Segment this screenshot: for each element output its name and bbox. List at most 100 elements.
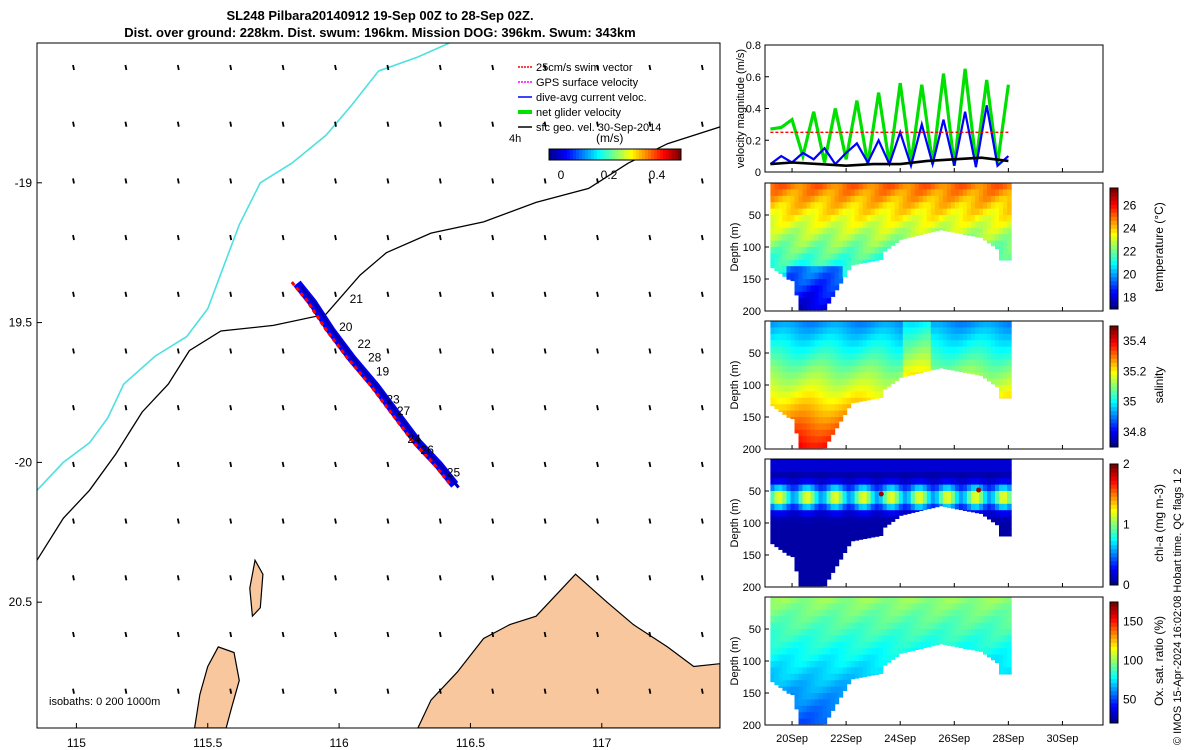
section-cell	[1003, 603, 1008, 611]
section-cell	[846, 503, 852, 511]
geo-velocity-arrow	[648, 631, 652, 638]
section-cell	[971, 183, 976, 190]
section-colorbar-segment	[1110, 442, 1118, 448]
section-cell	[983, 629, 988, 636]
section-cell	[794, 353, 800, 360]
section-cell	[878, 478, 884, 486]
section-cell	[906, 333, 912, 341]
section-cell	[802, 397, 808, 405]
section-cell	[790, 410, 796, 418]
section-cell	[814, 510, 820, 518]
section-cell	[991, 378, 996, 385]
section-cell	[810, 340, 816, 348]
section-cell	[810, 359, 816, 367]
section-cell	[870, 391, 876, 399]
section-cell	[983, 635, 988, 643]
section-cell	[830, 195, 836, 203]
section-cell	[798, 574, 804, 582]
section-cell	[954, 622, 960, 630]
section-cell	[958, 484, 964, 492]
geo-velocity-arrow	[700, 405, 704, 411]
section-cell	[770, 321, 775, 328]
section-cell	[830, 221, 836, 229]
section-cell	[846, 459, 852, 466]
section-cell	[850, 333, 856, 341]
section-cell	[938, 497, 944, 505]
section-cell	[862, 183, 868, 190]
section-cell	[958, 202, 964, 210]
section-cell	[954, 635, 960, 643]
section-cell	[790, 404, 796, 412]
land-polygon-1	[417, 573, 720, 728]
isobath-note: isobaths: 0 200 1000m	[49, 696, 160, 708]
section-cell	[778, 253, 783, 261]
section-cell	[870, 372, 876, 380]
section-cell	[934, 629, 940, 636]
geo-velocity-arrow	[281, 178, 285, 184]
section-cell	[898, 321, 904, 328]
section-cell	[846, 253, 852, 261]
section-cell	[834, 548, 840, 556]
section-cell	[778, 391, 783, 399]
section-cell	[778, 359, 783, 367]
section-cell	[778, 635, 783, 643]
section-cell	[834, 484, 840, 492]
section-cell	[782, 497, 787, 505]
section-cell	[806, 471, 812, 479]
section-cell	[786, 279, 792, 280]
legend-entry-1: GPS surface velocity	[536, 77, 639, 89]
section-cell	[971, 597, 976, 604]
section-cell	[878, 327, 884, 335]
section-cell	[854, 240, 860, 248]
section-cell	[910, 629, 916, 636]
map-colorbar-segment	[606, 149, 610, 160]
section-cell	[806, 298, 812, 306]
section-cell	[898, 227, 904, 235]
section-cell	[810, 183, 816, 190]
section-cell	[866, 202, 872, 210]
section-colorbar-segment	[1110, 374, 1118, 379]
section-cell	[826, 429, 832, 437]
section-cell	[938, 484, 944, 492]
section-colorbar-segment	[1110, 658, 1118, 663]
section-cell	[774, 523, 779, 530]
section-cell	[987, 378, 992, 382]
section-cell	[958, 195, 964, 203]
section-cell	[782, 603, 787, 611]
section-cell	[790, 391, 796, 399]
section-cell	[834, 555, 840, 562]
section-colorbar-segment	[1110, 666, 1118, 672]
section-colorbar-segment	[1110, 650, 1118, 655]
geo-velocity-arrow	[596, 291, 599, 297]
section-cell	[786, 378, 792, 386]
section-cell	[918, 635, 924, 643]
section-cell	[971, 484, 976, 492]
section-cell	[838, 247, 844, 254]
section-cell	[914, 359, 920, 367]
section-cell	[802, 661, 808, 668]
section-cell	[798, 234, 804, 242]
section-cell	[878, 629, 884, 636]
section-cell	[922, 189, 928, 197]
section-cell	[971, 459, 976, 466]
section-cell	[966, 609, 972, 617]
section-colorbar-tick: 50	[1123, 693, 1137, 707]
section-cell	[782, 459, 787, 466]
section-cell	[774, 609, 779, 617]
section-cell	[794, 693, 800, 700]
section-colorbar-segment	[1110, 572, 1118, 578]
section-cell	[1003, 523, 1008, 530]
section-cell	[838, 529, 844, 537]
section-cell	[810, 253, 816, 261]
section-cell	[774, 648, 779, 656]
section-cell	[826, 609, 832, 617]
section-cell	[1007, 183, 1012, 190]
section-cell	[842, 327, 848, 335]
section-cell	[999, 365, 1004, 373]
section-cell	[898, 221, 904, 229]
section-cell	[786, 654, 792, 662]
section-cell	[806, 699, 812, 707]
section-cell	[834, 609, 840, 617]
section-cell	[914, 202, 920, 210]
section-cell	[999, 654, 1004, 662]
